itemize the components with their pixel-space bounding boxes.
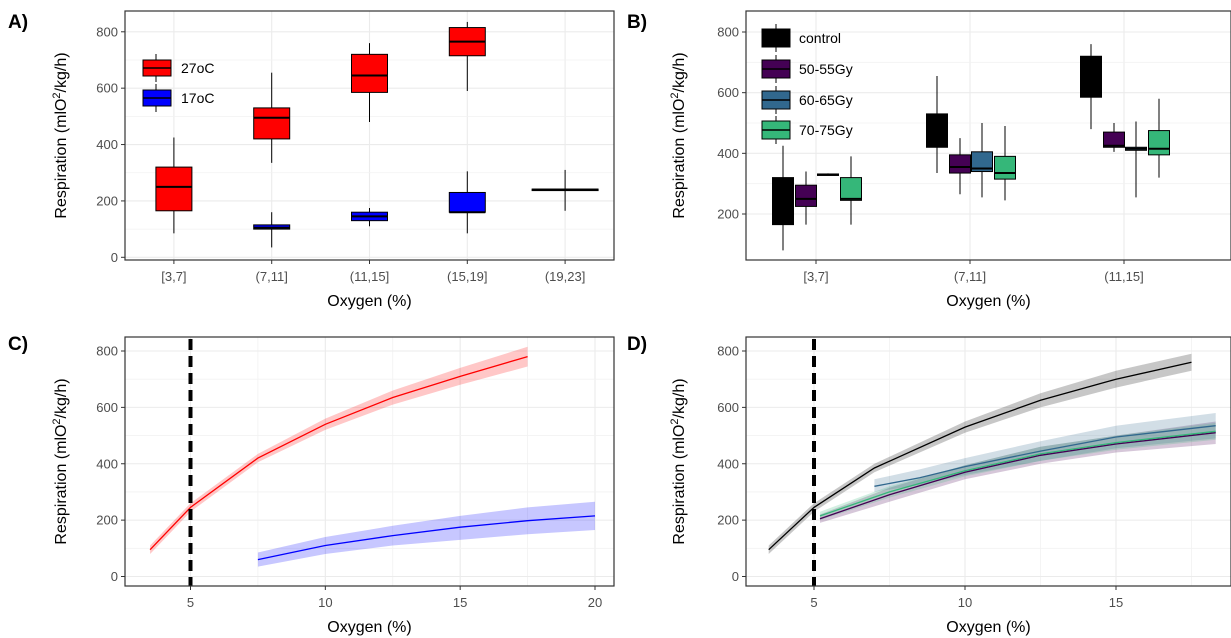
x-tick-label-b: [3,7] (803, 269, 828, 284)
box-b-control (772, 177, 794, 226)
confidence-band-d-0 (768, 353, 1192, 554)
legend-label-b: 70-75Gy (799, 122, 853, 138)
panel-d: 0 200 400 600 800 Respiration (mlO2/kg/h) 5 10 1… (669, 336, 1231, 636)
x-tick-label-c: 20 (588, 595, 602, 610)
y-axis-title-a: Respiration (mlO2/kg/h) (51, 52, 70, 218)
panel-label-d: D) (627, 334, 647, 355)
box-a-27oc (351, 53, 388, 93)
y-tick-label-d: 200 (717, 513, 739, 528)
x-tick-label-d: 15 (1109, 595, 1123, 610)
box-b-control (926, 113, 948, 148)
x-tick-label-b: (11,15] (1104, 269, 1144, 284)
fit-line-d-0 (768, 361, 1192, 551)
plot-border-c (124, 336, 615, 587)
x-tick-label-a: (11,15] (350, 269, 390, 284)
y-tick-label-d: 800 (717, 344, 739, 359)
panel-c: 0 200 400 600 800 Respiration (mlO2/kg/h) 5 10 1… (51, 336, 615, 636)
legend-label-b: 50-55Gy (799, 61, 853, 77)
y-axis-title-d: Respiration (mlO2/kg/h) (669, 378, 688, 544)
fit-line-d-3 (819, 430, 1216, 517)
y-tick-label-a: 600 (96, 81, 118, 96)
panel-label-a: A) (8, 12, 28, 33)
y-tick-label-d: 400 (717, 456, 739, 471)
confidence-band-c-1 (257, 501, 595, 567)
plot-border-b (745, 10, 1231, 261)
x-tick-label-d: 5 (810, 595, 817, 610)
confidence-band-d-1 (820, 421, 1216, 523)
x-tick-label-b: (7,11] (954, 269, 986, 284)
legend-label-b: control (799, 30, 841, 46)
y-tick-label-d: 0 (732, 569, 739, 584)
box-b-50-55gy (949, 154, 971, 174)
y-tick-label-c: 200 (96, 513, 118, 528)
y-tick-label-b: 400 (717, 146, 739, 161)
fit-line-d-1 (819, 432, 1216, 520)
x-tick-label-a: (15,19] (447, 269, 487, 284)
x-tick-label-c: 5 (187, 595, 194, 610)
y-tick-label-c: 800 (96, 344, 118, 359)
x-tick-label-a: [3,7] (161, 269, 186, 284)
y-tick-label-b: 200 (717, 207, 739, 222)
y-tick-label-a: 0 (111, 250, 118, 265)
box-a-27oc (155, 166, 193, 212)
box-b-70-75gy (840, 177, 862, 201)
x-axis-title-c: Oxygen (%) (327, 619, 411, 636)
x-tick-label-c: 15 (453, 595, 467, 610)
y-tick-label-b: 600 (717, 85, 739, 100)
y-tick-label-a: 400 (96, 137, 118, 152)
legend-label-a: 17oC (181, 90, 214, 106)
y-axis-title-c: Respiration (mlO2/kg/h) (51, 378, 70, 544)
panel-label-c: C) (8, 334, 28, 355)
panel-b: 200 400 600 800 Respiration (mlO2/kg/h) [3,7]… (669, 10, 1231, 310)
confidence-band-d-3 (820, 422, 1216, 521)
x-tick-label-d: 10 (958, 595, 972, 610)
box-a-27oc (253, 107, 291, 140)
plot-border-d (745, 336, 1231, 587)
y-tick-label-c: 400 (96, 456, 118, 471)
x-tick-label-a: (7,11] (256, 269, 288, 284)
legend-label-b: 60-65Gy (799, 92, 853, 108)
box-b-50-55gy (795, 184, 817, 207)
x-axis-title-d: Oxygen (%) (946, 619, 1030, 636)
fit-line-c-1 (257, 515, 596, 561)
y-tick-label-a: 800 (96, 24, 118, 39)
box-b-70-75gy (994, 155, 1016, 180)
box-b-70-75gy (1148, 130, 1170, 156)
panel-label-b: B) (627, 12, 647, 33)
box-b-50-55gy (1103, 131, 1125, 148)
legend-label-a: 27oC (181, 60, 214, 76)
y-tick-label-c: 0 (111, 569, 118, 584)
y-tick-label-a: 200 (96, 193, 118, 208)
x-axis-title-a: Oxygen (%) (327, 293, 411, 310)
x-tick-label-c: 10 (318, 595, 332, 610)
y-tick-label-d: 600 (717, 400, 739, 415)
plot-border-a (124, 10, 615, 261)
box-b-60-65gy (971, 151, 993, 173)
fit-line-d-2 (874, 425, 1216, 487)
y-tick-label-b: 800 (717, 25, 739, 40)
box-a-17oc (448, 191, 486, 213)
plot-background-c (125, 337, 614, 586)
fit-line-c-0 (149, 355, 528, 551)
box-b-control (1080, 55, 1102, 98)
x-axis-title-b: Oxygen (%) (946, 293, 1030, 310)
y-axis-title-b: Respiration (mlO2/kg/h) (669, 52, 688, 218)
y-tick-label-c: 600 (96, 400, 118, 415)
panel-a: 0 200 400 600 800 Respiration (mlO2/kg/h) [3,7… (51, 10, 615, 310)
x-tick-label-a: (19,23] (545, 269, 585, 284)
